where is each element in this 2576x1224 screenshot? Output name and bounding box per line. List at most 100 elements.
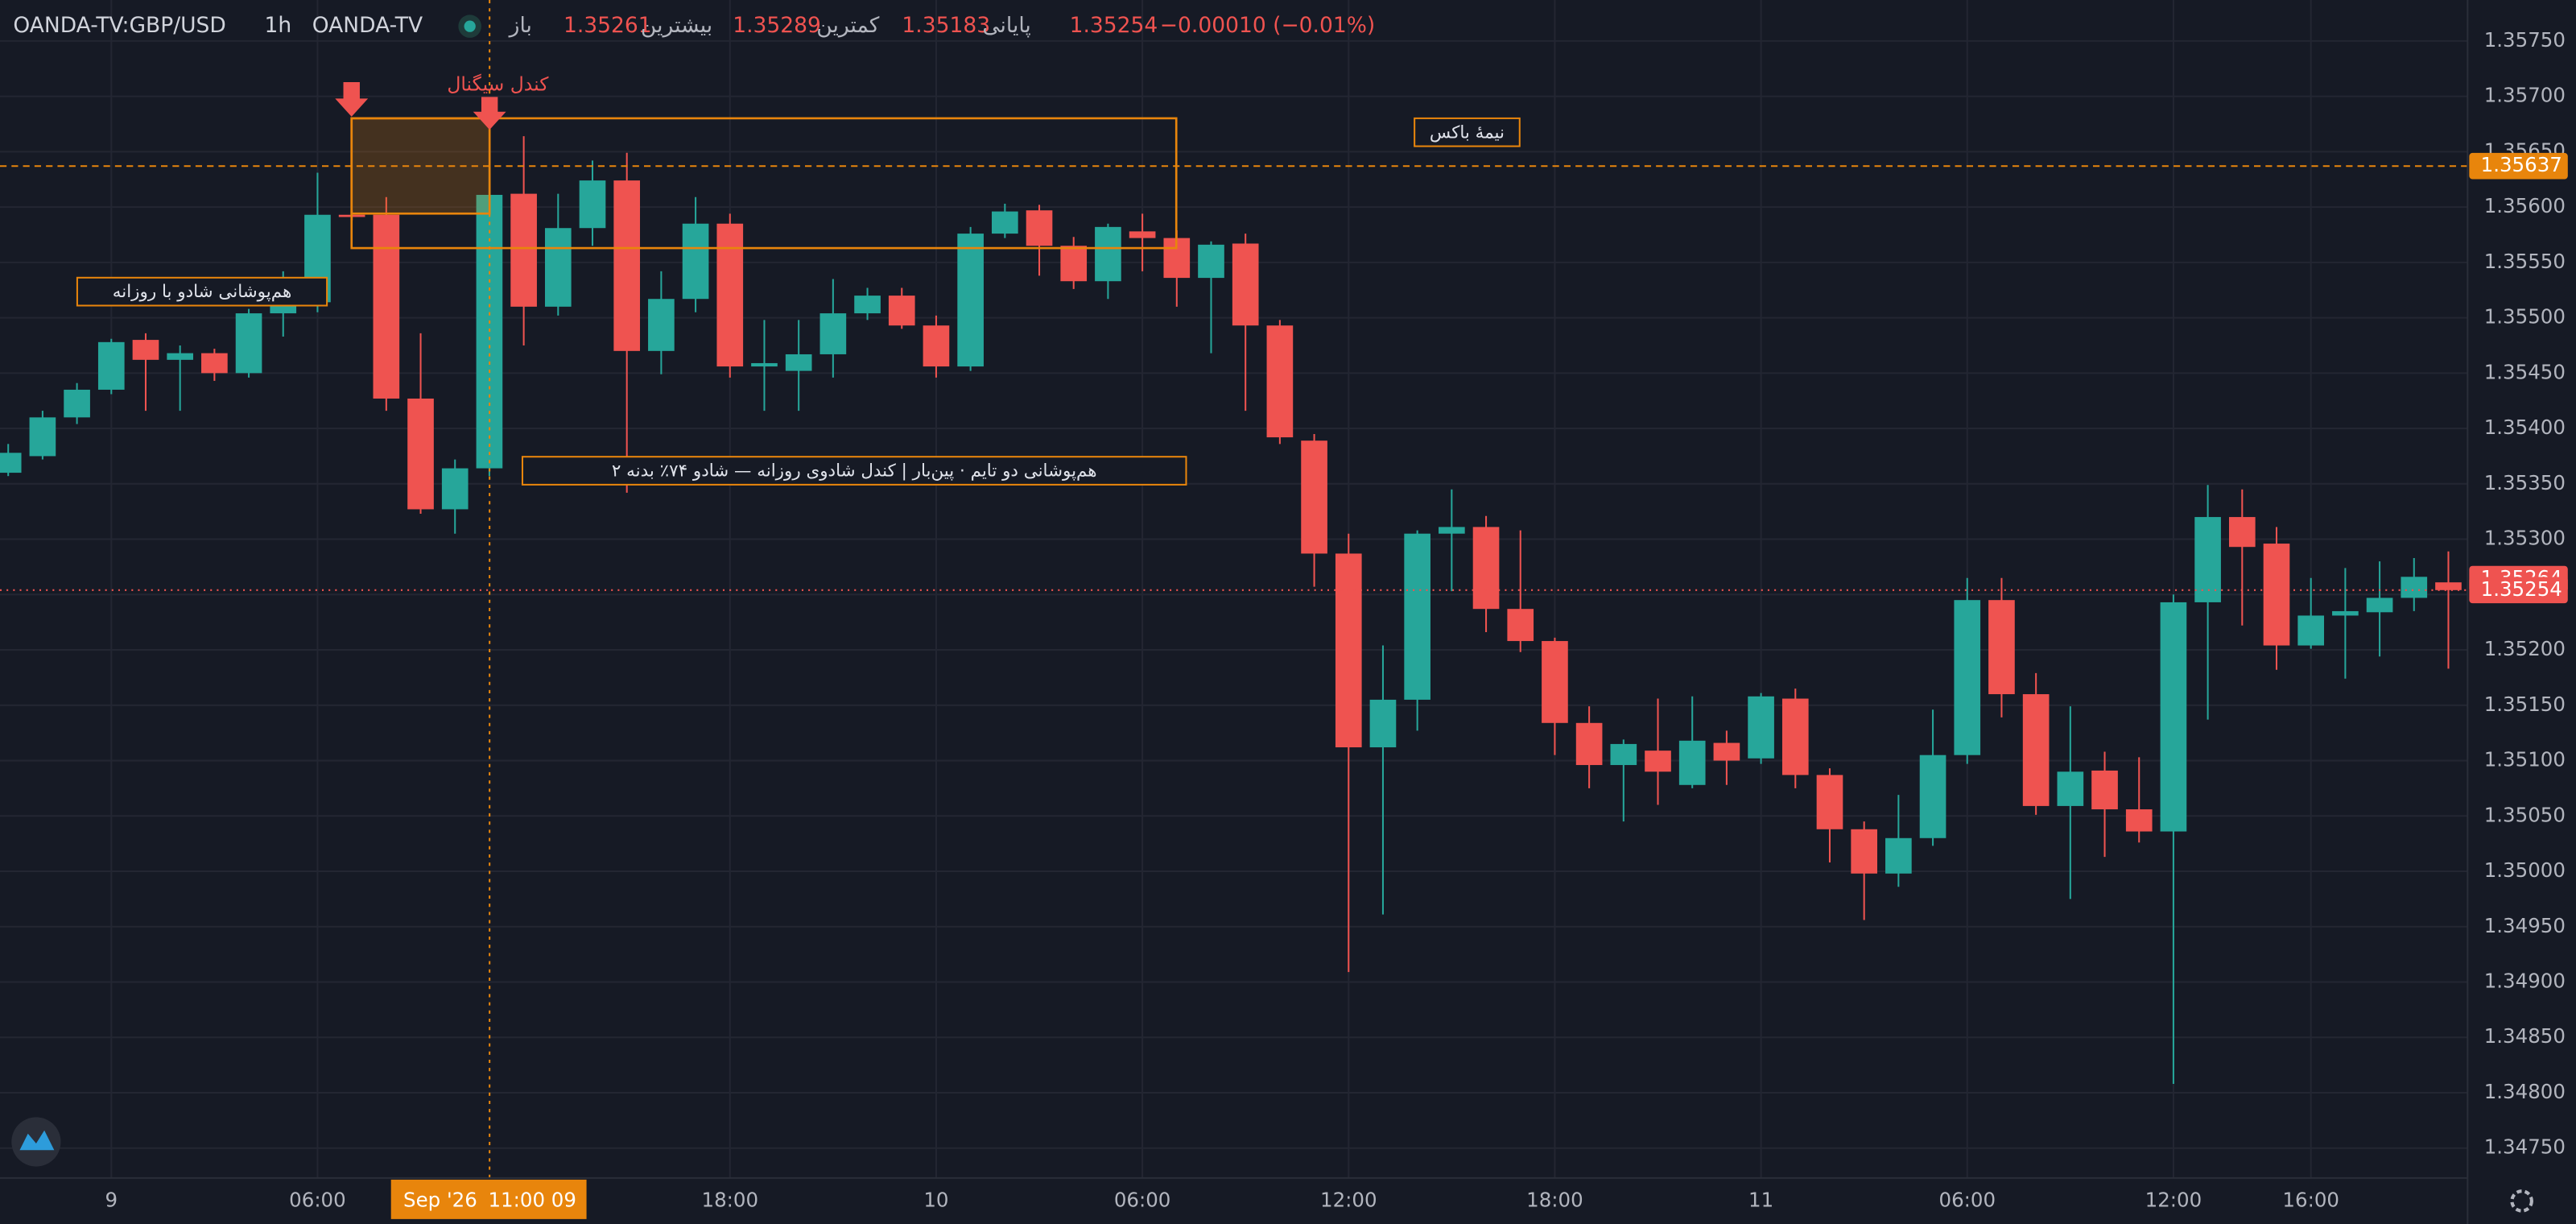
logo[interactable] xyxy=(11,1117,61,1167)
candle-body xyxy=(1542,641,1568,723)
candle-body xyxy=(1954,600,1981,755)
candle-body xyxy=(235,313,262,374)
candle-body xyxy=(648,299,675,351)
candle-body xyxy=(751,362,778,367)
y-tick-label: 1.35000 xyxy=(2484,858,2566,882)
symbol: OANDA-TV:GBP/USD xyxy=(13,13,225,38)
candle-body xyxy=(923,325,950,367)
box xyxy=(350,117,1178,250)
candle-body xyxy=(613,180,641,351)
y-tick-label: 1.35350 xyxy=(2484,471,2566,494)
candle-body xyxy=(1404,533,1430,700)
candle-body xyxy=(957,234,984,367)
price-badge-label: 1.35254 xyxy=(2481,577,2562,601)
status-dot xyxy=(464,20,476,32)
change: −0.00010 (−0.01%) xyxy=(1160,13,1375,38)
candle-body xyxy=(1335,553,1362,748)
source: OANDA-TV xyxy=(312,13,423,38)
interval: 1h xyxy=(265,13,292,38)
x-tick-label: 06:00 xyxy=(1938,1188,1996,1211)
y-tick-label: 1.35300 xyxy=(2484,527,2566,550)
signal-label: کندل سیگنال xyxy=(447,73,549,96)
candle-body xyxy=(2263,544,2290,646)
x-tick-label: 12:00 xyxy=(1320,1188,1377,1211)
candle-body xyxy=(1713,742,1740,761)
settings[interactable] xyxy=(2510,1189,2533,1213)
candle-body xyxy=(2194,517,2221,602)
low-label: کمترین xyxy=(816,13,880,38)
arrow xyxy=(335,82,369,117)
y-tick-label: 1.34800 xyxy=(2484,1080,2566,1103)
candle-body xyxy=(1266,325,1294,438)
candle-body xyxy=(201,353,228,374)
x-tick-label: 18:00 xyxy=(1526,1188,1583,1211)
overlap-label: هم‌پوشانی شادو با روزانه xyxy=(113,282,291,302)
price-badge xyxy=(2469,152,2568,180)
candles xyxy=(0,136,2468,1085)
candle-body xyxy=(819,313,847,354)
candle-body xyxy=(2332,610,2359,616)
candle-body xyxy=(1748,696,1774,759)
logo-icon xyxy=(19,1130,55,1151)
y-tick-label: 1.35200 xyxy=(2484,637,2566,660)
axes: 1.34750 1.34800 1.34850 1.34900 1.34950 1.350… xyxy=(105,28,2568,1211)
candle-body xyxy=(1129,231,1156,238)
candle-body xyxy=(167,353,194,360)
candle-body xyxy=(2366,598,2393,613)
candle-body xyxy=(407,398,434,510)
x-tick-label: 06:00 xyxy=(1114,1188,1171,1211)
x-tick-label: 10 xyxy=(923,1188,948,1211)
candle-body xyxy=(1301,440,1327,554)
open-label: باز xyxy=(508,13,532,38)
candle-body xyxy=(2297,615,2325,646)
x-tick-label: 9 xyxy=(105,1188,118,1211)
candle-body xyxy=(29,417,56,457)
close-label: پایانی xyxy=(982,13,1030,38)
candle-body xyxy=(579,180,606,229)
crosshair-time: 11:00 09 xyxy=(488,1188,576,1211)
candle-body xyxy=(716,223,744,367)
candle-body xyxy=(1439,527,1465,534)
y-tick-label: 1.35450 xyxy=(2484,360,2566,383)
candle-body xyxy=(2228,517,2256,548)
candle-body xyxy=(441,468,469,510)
close-value: 1.35254 xyxy=(1070,13,1158,38)
candle-body xyxy=(1507,609,1534,642)
candle-body xyxy=(2125,809,2153,832)
y-tick-label: 1.35600 xyxy=(2484,194,2566,217)
candle-body xyxy=(0,453,22,473)
candle-body xyxy=(2091,770,2118,810)
label-box xyxy=(1414,117,1521,147)
open-value: 1.35261 xyxy=(564,13,652,38)
y-tick-label: 1.35550 xyxy=(2484,250,2566,273)
grid xyxy=(0,0,2468,1178)
pinbar-label: هم‌پوشانی دو تایم · پین‌بار | کندل شادوی… xyxy=(612,461,1097,482)
x-tick-label: 12:00 xyxy=(2145,1188,2202,1211)
candle-body xyxy=(132,340,159,360)
candle-body xyxy=(1851,829,1878,874)
candle-body xyxy=(888,296,915,326)
x-tick-label: 16:00 xyxy=(2282,1188,2339,1211)
y-tick-label: 1.35150 xyxy=(2484,693,2566,716)
y-tick-label: 1.35400 xyxy=(2484,416,2566,439)
candle-body xyxy=(373,214,400,399)
arrow xyxy=(473,97,506,130)
candle-body xyxy=(2022,694,2050,806)
crosshair-badge xyxy=(390,1179,587,1219)
candle-body xyxy=(1198,244,1224,279)
candle-body xyxy=(2401,577,2428,598)
candle-body xyxy=(64,389,90,418)
x-tick-label: 11 xyxy=(1748,1188,1773,1211)
candle-body xyxy=(1060,246,1088,282)
label-box xyxy=(76,276,328,307)
y-tick-label: 1.34950 xyxy=(2484,914,2566,937)
candle-body xyxy=(1919,755,1946,838)
y-tick-label: 1.35750 xyxy=(2484,28,2566,52)
candle-body xyxy=(1816,775,1843,829)
price-axis xyxy=(2467,0,2576,1224)
y-tick-label: 1.35500 xyxy=(2484,305,2566,329)
candle-body xyxy=(1781,698,1809,775)
y-tick-label: 1.34850 xyxy=(2484,1024,2566,1048)
